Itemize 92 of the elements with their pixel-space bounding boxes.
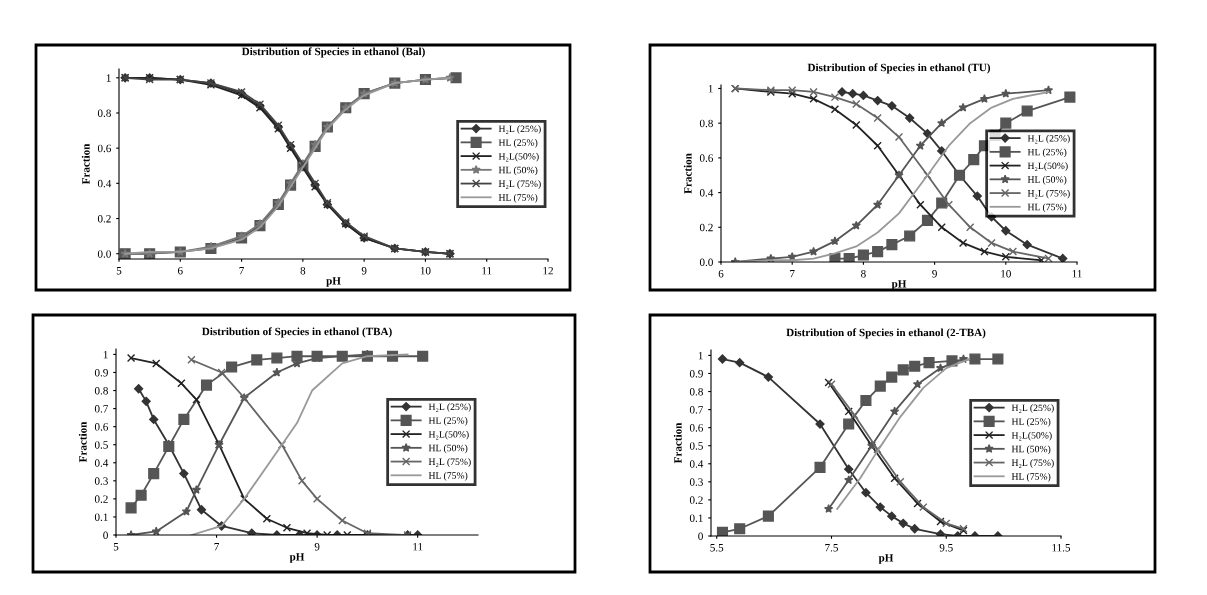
legend-label: HL (75%)	[1011, 472, 1051, 482]
y-tick-label: 0.7	[94, 405, 109, 413]
y-tick-label: 0.8	[97, 109, 111, 117]
x-tick-label: 11	[413, 543, 423, 551]
x-tick-label: 7	[239, 267, 245, 275]
y-tick-label: 0.3	[689, 478, 703, 486]
legend-label: H₂L (25%)	[1011, 404, 1054, 414]
x-tick-label: 7	[790, 270, 795, 278]
x-axis-title: pH	[326, 277, 341, 287]
x-tick-label: 9	[314, 542, 320, 551]
y-axis-title: Fraction	[673, 422, 682, 464]
y-tick-label: 0.9	[689, 369, 703, 378]
x-tick-label: 10	[420, 266, 431, 275]
legend-label: HL (25%)	[428, 417, 468, 426]
legend-label: HL (75%)	[1027, 203, 1067, 213]
x-tick-label: 10	[1001, 269, 1011, 278]
x-tick-label: 7.5	[825, 544, 838, 552]
x-tick-label: 11	[1072, 270, 1082, 278]
y-tick-label: 0.6	[97, 144, 112, 153]
y-tick-label: 0	[103, 531, 108, 539]
x-tick-label: 11	[482, 267, 492, 275]
x-tick-label: 12	[543, 266, 553, 275]
y-tick-label: 1	[698, 351, 703, 360]
y-tick-label: 0.5	[94, 441, 108, 449]
x-tick-label: 9.5	[939, 543, 953, 552]
x-tick-label: 5	[113, 543, 119, 551]
legend-label: H₂L(50%)	[498, 152, 539, 162]
legend-label: HL (25%)	[1011, 418, 1051, 427]
x-tick-label: 8	[861, 269, 866, 278]
legend-label: HL (75%)	[498, 193, 538, 203]
x-tick-label: 9	[361, 266, 367, 275]
x-axis-title: pH	[289, 553, 305, 563]
legend-label: HL (50%)	[1011, 445, 1051, 455]
legend-label: H₂L(50%)	[428, 430, 469, 440]
y-tick-label: 0.5	[689, 442, 703, 450]
chart-title: Distribution of Species in ethanol (2-TBA)	[786, 328, 986, 339]
y-tick-label: 0.7	[689, 406, 704, 414]
y-tick-label: 0.8	[689, 388, 703, 396]
x-tick-label: 6	[177, 266, 183, 275]
legend-label: H₂L(50%)	[1011, 431, 1052, 441]
legend-label: H₂L (75%)	[498, 180, 541, 190]
x-tick-label: 6	[718, 269, 724, 278]
x-tick-label: 5.5	[710, 544, 724, 552]
chart-title: Distribution of Species in ethanol (TBA)	[201, 327, 392, 338]
y-tick-label: 1	[106, 74, 111, 82]
y-tick-label: 0.8	[699, 119, 713, 128]
legend-label: H₂L (25%)	[428, 403, 471, 413]
y-axis-title: Fraction	[78, 421, 87, 463]
x-tick-label: 7	[214, 543, 220, 551]
x-tick-label: 11.5	[1052, 544, 1071, 552]
x-axis-title: pH	[878, 554, 894, 564]
legend-label: H₂L (25%)	[1027, 134, 1070, 144]
chart-title: Distribution of Species in ethanol (TU)	[807, 63, 991, 74]
y-tick-label: 0.1	[94, 513, 108, 521]
y-tick-label: 0.3	[94, 477, 108, 485]
y-tick-label: 0.4	[699, 189, 714, 197]
y-tick-label: 0.4	[97, 179, 112, 188]
y-tick-label: 0.2	[699, 223, 713, 232]
legend-label: H₂L (75%)	[1027, 189, 1070, 199]
x-tick-label: 5	[116, 267, 122, 275]
legend-label: H₂L(50%)	[1027, 162, 1068, 172]
y-tick-label: 0.6	[699, 154, 714, 162]
y-tick-label: 0.1	[689, 514, 703, 522]
x-axis-title: pH	[891, 280, 907, 290]
legend-label: HL (50%)	[1027, 175, 1067, 185]
y-tick-label: 0.8	[94, 387, 108, 395]
y-tick-label: 0.2	[94, 495, 108, 503]
y-tick-label: 0.6	[689, 424, 704, 432]
legend-label: H₂L (75%)	[1011, 459, 1054, 469]
y-tick-label: 0.2	[97, 215, 111, 223]
legend-label: HL (50%)	[428, 444, 468, 454]
y-axis-title: Fraction	[81, 143, 90, 185]
legend-label: HL (50%)	[498, 166, 538, 176]
chart-title: Distribution of Species in ethanol (Bal)	[241, 47, 425, 58]
y-tick-label: 1	[103, 350, 108, 359]
y-tick-label: 0.2	[689, 496, 703, 504]
y-tick-label: 0.4	[94, 459, 109, 467]
y-tick-label: 0.6	[94, 423, 109, 431]
y-tick-label: 0	[698, 532, 703, 540]
x-tick-label: 9	[932, 269, 937, 278]
legend-label: HL (25%)	[498, 139, 538, 148]
y-tick-label: 1	[708, 84, 713, 93]
legend-label: H₂L (75%)	[428, 458, 471, 468]
legend-label: HL (25%)	[1027, 148, 1067, 158]
y-axis-title: Fraction	[683, 153, 692, 194]
y-tick-label: 0.0	[97, 250, 111, 258]
x-tick-label: 8	[300, 266, 306, 275]
y-tick-label: 0.9	[94, 368, 108, 377]
legend-label: H₂L (25%)	[498, 125, 541, 135]
legend-label: HL (75%)	[428, 471, 468, 481]
y-tick-label: 0.0	[699, 258, 713, 267]
y-tick-label: 0.4	[689, 460, 704, 468]
